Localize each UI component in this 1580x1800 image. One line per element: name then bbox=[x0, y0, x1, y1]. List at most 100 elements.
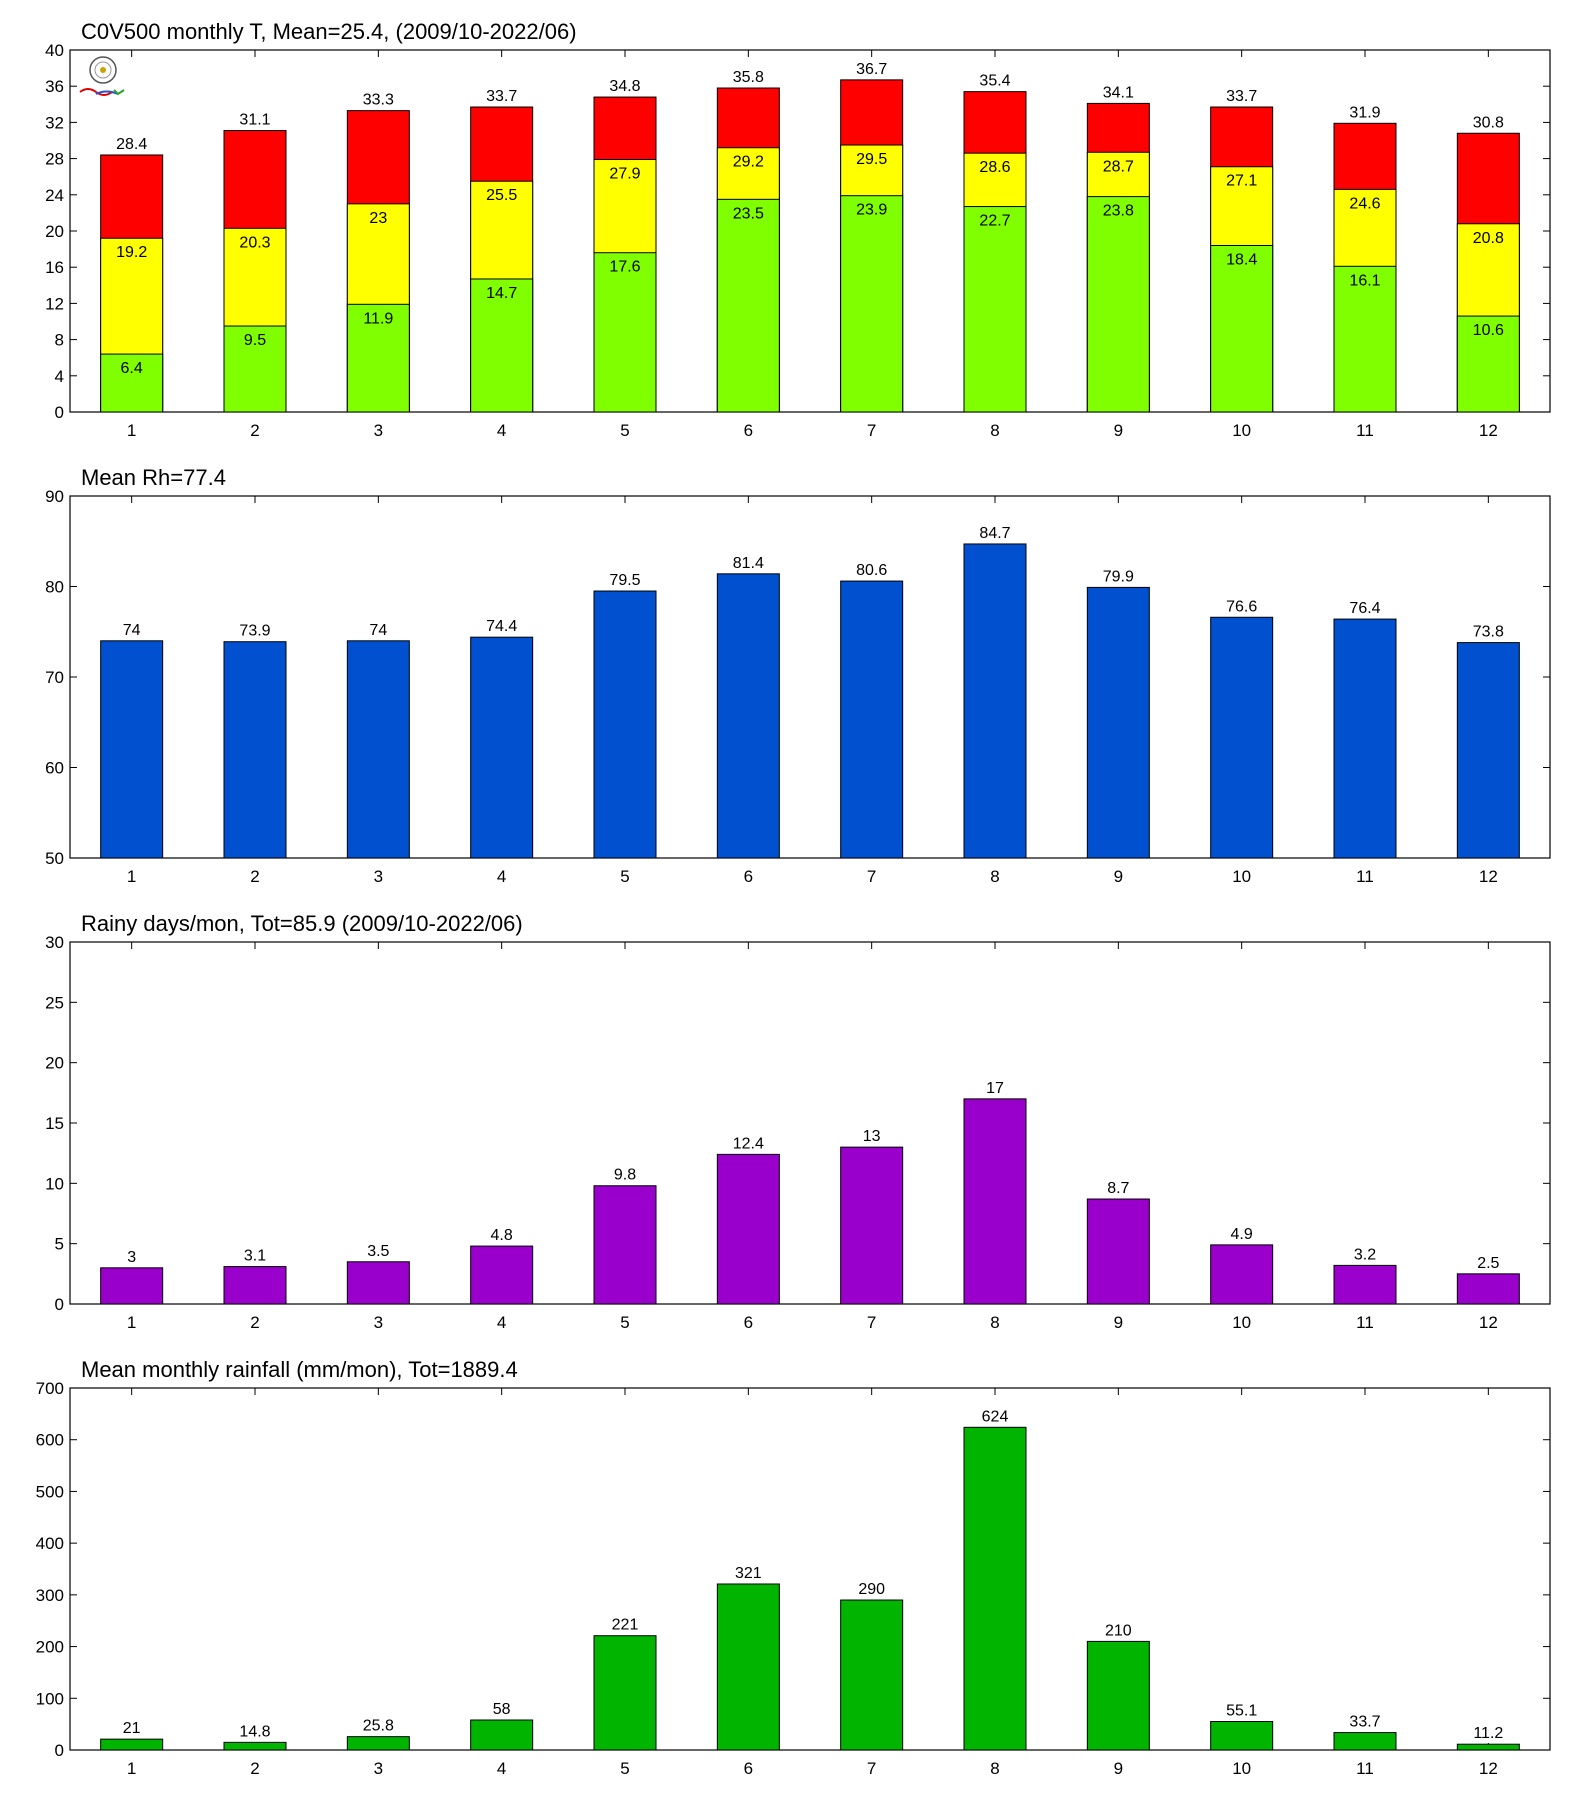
x-tick-label: 9 bbox=[1114, 1759, 1123, 1778]
y-tick-label: 24 bbox=[45, 186, 64, 205]
data-label: 74 bbox=[369, 622, 387, 639]
y-tick-label: 100 bbox=[36, 1689, 64, 1708]
x-tick-label: 8 bbox=[990, 421, 999, 440]
data-label: 18.4 bbox=[1226, 251, 1257, 268]
data-label: 210 bbox=[1105, 1622, 1132, 1639]
data-label: 80.6 bbox=[856, 562, 887, 579]
y-tick-label: 200 bbox=[36, 1638, 64, 1657]
data-label: 23.8 bbox=[1103, 203, 1134, 220]
x-tick-label: 12 bbox=[1479, 1313, 1498, 1332]
x-tick-label: 7 bbox=[867, 867, 876, 886]
data-label: 29.2 bbox=[733, 154, 764, 171]
x-tick-label: 8 bbox=[990, 867, 999, 886]
x-tick-label: 5 bbox=[620, 867, 629, 886]
y-tick-label: 15 bbox=[45, 1114, 64, 1133]
x-tick-label: 5 bbox=[620, 1759, 629, 1778]
bar-series-1-month-6 bbox=[716, 1153, 780, 1305]
x-tick-label: 2 bbox=[250, 867, 259, 886]
data-label: 10.6 bbox=[1473, 322, 1504, 339]
bar-series-1-month-3 bbox=[346, 640, 410, 859]
data-label: 28.6 bbox=[979, 159, 1010, 176]
y-tick-label: 5 bbox=[55, 1235, 64, 1254]
data-label: 33.7 bbox=[1226, 88, 1257, 105]
x-tick-label: 5 bbox=[620, 421, 629, 440]
data-label: 9.5 bbox=[244, 332, 266, 349]
bar-series-3-month-1 bbox=[100, 353, 164, 413]
y-tick-label: 500 bbox=[36, 1482, 64, 1501]
data-label: 9.8 bbox=[614, 1167, 636, 1184]
y-tick-label: 400 bbox=[36, 1534, 64, 1553]
y-tick-label: 300 bbox=[36, 1586, 64, 1605]
bar-series-1-month-4 bbox=[470, 1245, 534, 1305]
y-tick-label: 8 bbox=[55, 331, 64, 350]
bar-series-3-month-4 bbox=[470, 278, 534, 413]
y-tick-label: 0 bbox=[55, 403, 64, 422]
bar-series-1-month-11 bbox=[1333, 618, 1397, 859]
y-tick-label: 60 bbox=[45, 759, 64, 778]
y-tick-label: 40 bbox=[45, 41, 64, 60]
data-label: 31.9 bbox=[1349, 104, 1380, 121]
bar-series-1-month-10 bbox=[1210, 616, 1274, 859]
data-label: 23.5 bbox=[733, 205, 764, 222]
bar-series-3-month-7 bbox=[840, 195, 904, 413]
data-label: 20.3 bbox=[239, 234, 270, 251]
x-tick-label: 6 bbox=[744, 1759, 753, 1778]
data-label: 8.7 bbox=[1107, 1180, 1129, 1197]
x-tick-label: 1 bbox=[127, 867, 136, 886]
data-label: 17.6 bbox=[609, 259, 640, 276]
data-label: 14.8 bbox=[239, 1723, 270, 1740]
bar-series-1-month-1 bbox=[100, 640, 164, 859]
plot-area-frame bbox=[69, 49, 1551, 413]
x-tick-label: 10 bbox=[1232, 867, 1251, 886]
y-tick-label: 20 bbox=[45, 1054, 64, 1073]
data-label: 30.8 bbox=[1473, 114, 1504, 131]
x-tick-label: 7 bbox=[867, 421, 876, 440]
y-tick-label: 80 bbox=[45, 578, 64, 597]
bar-series-3-month-9 bbox=[1086, 196, 1150, 413]
x-tick-label: 12 bbox=[1479, 1759, 1498, 1778]
bar-series-3-month-11 bbox=[1333, 265, 1397, 413]
x-tick-label: 12 bbox=[1479, 867, 1498, 886]
data-label: 34.1 bbox=[1103, 84, 1134, 101]
x-tick-label: 3 bbox=[374, 421, 383, 440]
data-label: 2.5 bbox=[1477, 1255, 1499, 1272]
x-tick-label: 1 bbox=[127, 421, 136, 440]
x-tick-label: 11 bbox=[1356, 1313, 1374, 1332]
data-label: 321 bbox=[735, 1565, 762, 1582]
y-tick-label: 600 bbox=[36, 1431, 64, 1450]
data-label: 33.3 bbox=[363, 92, 394, 109]
x-tick-label: 4 bbox=[497, 1759, 506, 1778]
x-tick-label: 7 bbox=[867, 1313, 876, 1332]
cwb-logo bbox=[79, 56, 125, 96]
data-label: 76.4 bbox=[1349, 600, 1380, 617]
data-label: 27.1 bbox=[1226, 173, 1257, 190]
data-label: 20.8 bbox=[1473, 230, 1504, 247]
data-label: 22.7 bbox=[979, 213, 1010, 230]
x-tick-label: 10 bbox=[1232, 421, 1251, 440]
data-label: 28.7 bbox=[1103, 158, 1134, 175]
data-label: 17 bbox=[986, 1080, 1004, 1097]
data-label: 29.5 bbox=[856, 151, 887, 168]
y-tick-label: 28 bbox=[45, 150, 64, 169]
bar-series-1-month-8 bbox=[963, 543, 1027, 859]
x-tick-label: 4 bbox=[497, 867, 506, 886]
data-label: 35.8 bbox=[733, 69, 764, 86]
y-tick-label: 20 bbox=[45, 222, 64, 241]
bar-series-1-month-3 bbox=[346, 1736, 410, 1751]
bar-series-3-month-10 bbox=[1210, 244, 1274, 413]
data-label: 81.4 bbox=[733, 555, 764, 572]
y-tick-label: 4 bbox=[55, 367, 64, 386]
data-label: 73.9 bbox=[239, 623, 270, 640]
data-label: 624 bbox=[982, 1408, 1009, 1425]
data-label: 84.7 bbox=[979, 525, 1010, 542]
x-tick-label: 6 bbox=[744, 867, 753, 886]
y-tick-label: 0 bbox=[55, 1295, 64, 1314]
data-label: 79.9 bbox=[1103, 568, 1134, 585]
chart-title: Mean monthly rainfall (mm/mon), Tot=1889… bbox=[81, 1357, 518, 1382]
bar-series-1-month-9 bbox=[1086, 586, 1150, 859]
chart-title: Mean Rh=77.4 bbox=[81, 465, 226, 490]
data-label: 13 bbox=[863, 1128, 881, 1145]
data-label: 4.9 bbox=[1231, 1226, 1253, 1243]
